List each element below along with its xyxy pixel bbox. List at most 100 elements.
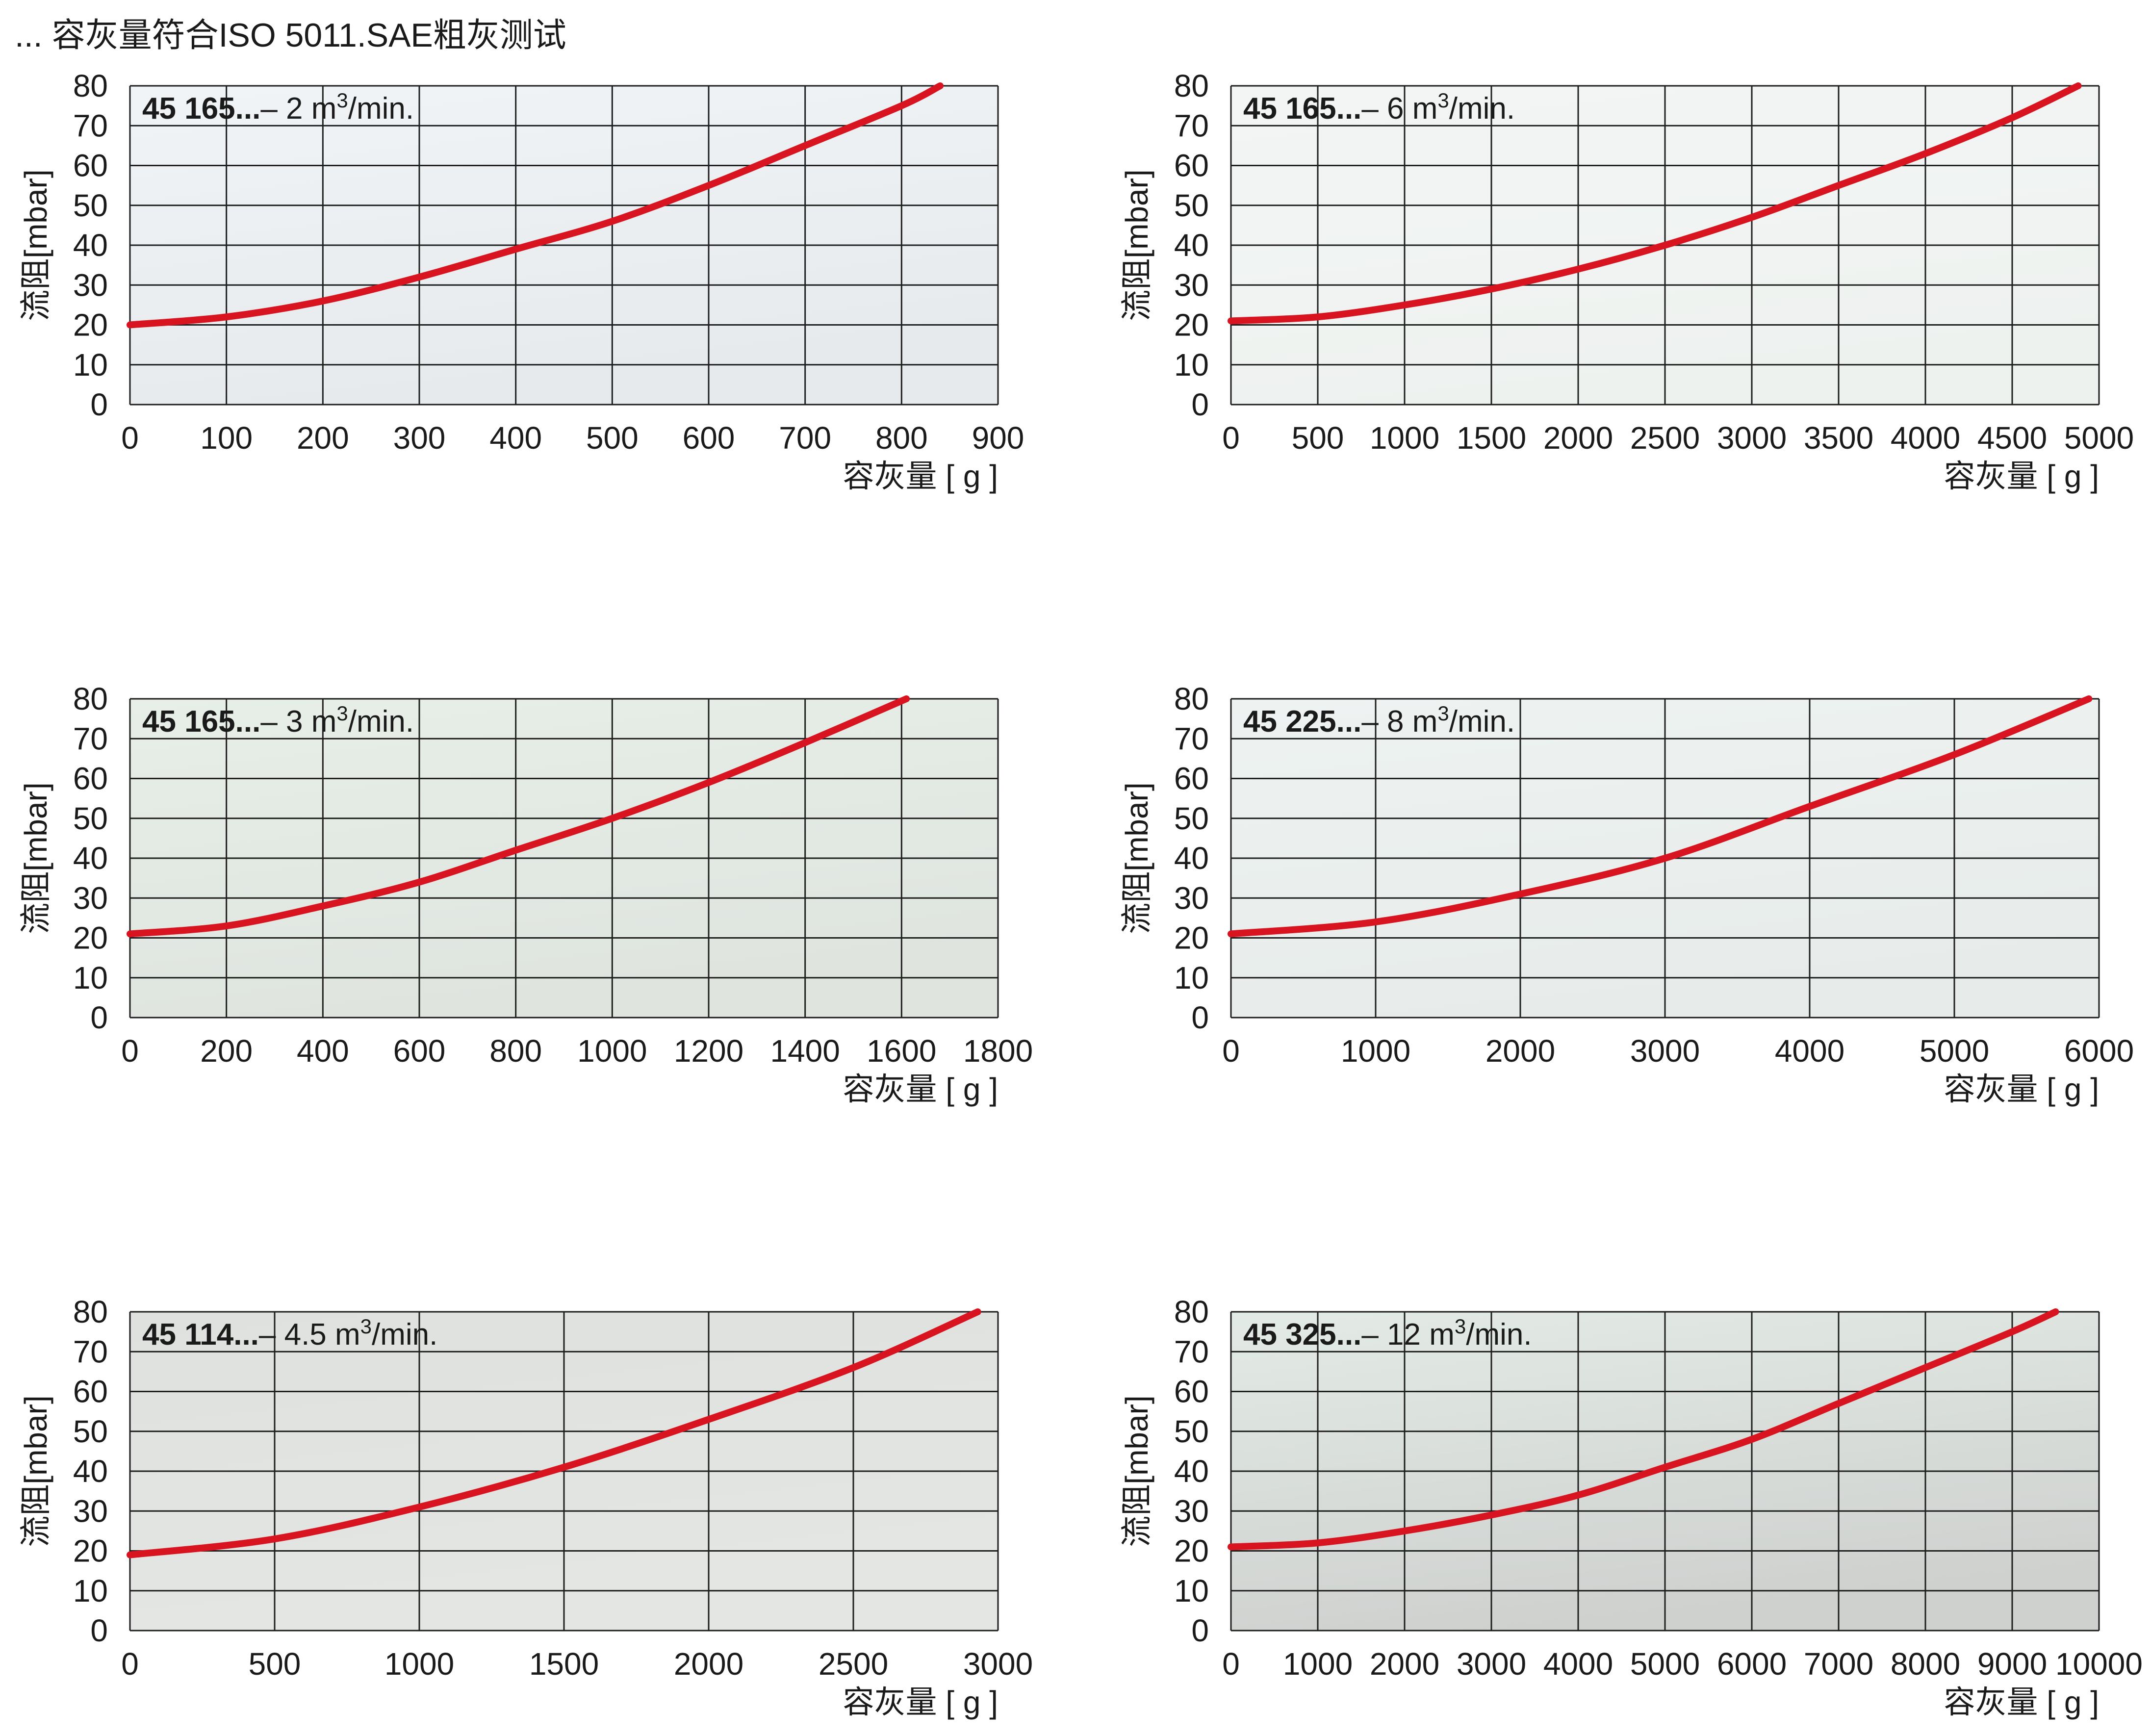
y-tick-label: 60 (1174, 1374, 1209, 1409)
x-tick-label: 600 (393, 1033, 446, 1069)
grid (1230, 698, 2100, 1019)
y-tick-label: 40 (73, 841, 108, 876)
x-tick-label: 1000 (1283, 1646, 1353, 1682)
grid (1230, 85, 2100, 406)
y-tick-label: 10 (1174, 1573, 1209, 1608)
y-tick-label: 60 (73, 148, 108, 183)
y-tick-label: 60 (73, 761, 108, 796)
y-tick-label: 50 (73, 801, 108, 836)
chart-title: 45 165...– 3 m3/min. (142, 702, 414, 739)
chart-2: 45 165...– 6 m3/min. 0 10 20 30 40 50 60 70 80 0 50… (1119, 68, 2134, 494)
x-tick-label: 0 (121, 420, 139, 456)
x-tick-label: 1000 (1370, 420, 1439, 456)
x-tick-label: 2000 (1370, 1646, 1439, 1682)
x-tick-label: 4000 (1891, 420, 1960, 456)
y-tick-label: 60 (73, 1374, 108, 1409)
x-tick-label: 6000 (1717, 1646, 1787, 1682)
y-tick-label: 10 (1174, 347, 1209, 383)
x-tick-label: 200 (200, 1033, 253, 1069)
chart-6: 45 325...– 12 m3/min. 0 10 20 30 40 50 60 70 80 0 1… (1119, 1294, 2143, 1720)
x-tick-label: 2500 (1630, 420, 1700, 456)
x-tick-label: 3500 (1804, 420, 1873, 456)
y-tick-label: 30 (1174, 1493, 1209, 1529)
x-tick-label: 500 (1292, 420, 1344, 456)
y-tick-label: 20 (1174, 1533, 1209, 1569)
y-tick-label: 80 (1174, 1294, 1209, 1329)
x-tick-label: 6000 (2064, 1033, 2134, 1069)
y-tick-label: 0 (1191, 1000, 1209, 1035)
series-line (127, 695, 910, 938)
y-tick-label: 70 (73, 1334, 108, 1369)
x-tick-label: 800 (875, 420, 928, 456)
x-axis-label: 容灰量 [ g ] (843, 1072, 999, 1107)
y-tick-label: 0 (1191, 387, 1209, 422)
y-tick-label: 10 (73, 347, 108, 383)
y-tick-label: 60 (1174, 148, 1209, 183)
y-tick-label: 20 (73, 920, 108, 956)
x-tick-label: 1400 (770, 1033, 840, 1069)
x-axis-label: 容灰量 [ g ] (1944, 459, 2100, 494)
x-tick-label: 2000 (1543, 420, 1613, 456)
y-tick-label: 10 (73, 960, 108, 996)
y-tick-label: 30 (1174, 880, 1209, 916)
chart-5: 45 114...– 4.5 m3/min. 0 10 20 30 40 50 60 70 80 0… (18, 1294, 1033, 1720)
y-tick-label: 80 (73, 1294, 108, 1329)
y-tick-label: 40 (1174, 1454, 1209, 1489)
y-tick-label: 40 (73, 1454, 108, 1489)
x-tick-label: 400 (297, 1033, 349, 1069)
y-tick-label: 30 (1174, 267, 1209, 303)
series-line (1228, 82, 2082, 325)
x-tick-label: 8000 (1891, 1646, 1960, 1682)
x-tick-label: 1500 (1457, 420, 1526, 456)
x-tick-label: 3000 (963, 1646, 1033, 1682)
x-tick-label: 3000 (1717, 420, 1787, 456)
y-tick-label: 50 (1174, 801, 1209, 836)
y-tick-label: 30 (73, 1493, 108, 1529)
x-tick-label: 0 (121, 1646, 139, 1682)
chart-title: 45 114...– 4.5 m3/min. (142, 1315, 437, 1352)
y-tick-label: 50 (73, 188, 108, 223)
y-tick-label: 40 (1174, 228, 1209, 263)
y-tick-label: 20 (73, 1533, 108, 1569)
x-tick-label: 700 (779, 420, 831, 456)
chart-4: 45 225...– 8 m3/min. 0 10 20 30 40 50 60 70 80 0 10… (1119, 681, 2134, 1107)
y-tick-label: 50 (1174, 1414, 1209, 1449)
x-tick-label: 1000 (1341, 1033, 1410, 1069)
x-tick-label: 0 (1222, 1033, 1240, 1069)
x-axis-label: 容灰量 [ g ] (1944, 1685, 2100, 1720)
x-axis-label: 容灰量 [ g ] (1944, 1072, 2100, 1107)
y-tick-label: 30 (73, 267, 108, 303)
x-axis-label: 容灰量 [ g ] (843, 459, 999, 494)
x-tick-label: 2000 (1485, 1033, 1555, 1069)
y-tick-label: 70 (1174, 108, 1209, 143)
x-tick-label: 500 (586, 420, 639, 456)
y-tick-label: 50 (73, 1414, 108, 1449)
x-tick-label: 100 (200, 420, 253, 456)
y-tick-label: 70 (73, 721, 108, 756)
y-axis-label: 流阻[mbar] (1119, 1395, 1154, 1547)
y-tick-label: 0 (90, 1000, 108, 1035)
x-tick-label: 2000 (674, 1646, 743, 1682)
x-tick-label: 9000 (1977, 1646, 2047, 1682)
x-tick-label: 5000 (1920, 1033, 1989, 1069)
x-axis-label: 容灰量 [ g ] (843, 1685, 999, 1720)
x-tick-label: 300 (393, 420, 446, 456)
y-tick-label: 70 (1174, 721, 1209, 756)
x-tick-label: 4500 (1977, 420, 2047, 456)
y-tick-label: 50 (1174, 188, 1209, 223)
y-tick-label: 10 (73, 1573, 108, 1608)
x-tick-label: 600 (683, 420, 735, 456)
x-tick-label: 1000 (577, 1033, 647, 1069)
x-tick-label: 10000 (2055, 1646, 2143, 1682)
y-tick-label: 30 (73, 880, 108, 916)
grid (129, 698, 999, 1019)
y-tick-label: 80 (1174, 681, 1209, 716)
x-tick-label: 0 (1222, 1646, 1240, 1682)
y-tick-label: 0 (90, 1613, 108, 1648)
series-line (1228, 1308, 2059, 1551)
series-line (127, 1308, 981, 1558)
x-tick-label: 1600 (867, 1033, 936, 1069)
y-tick-label: 20 (1174, 307, 1209, 343)
